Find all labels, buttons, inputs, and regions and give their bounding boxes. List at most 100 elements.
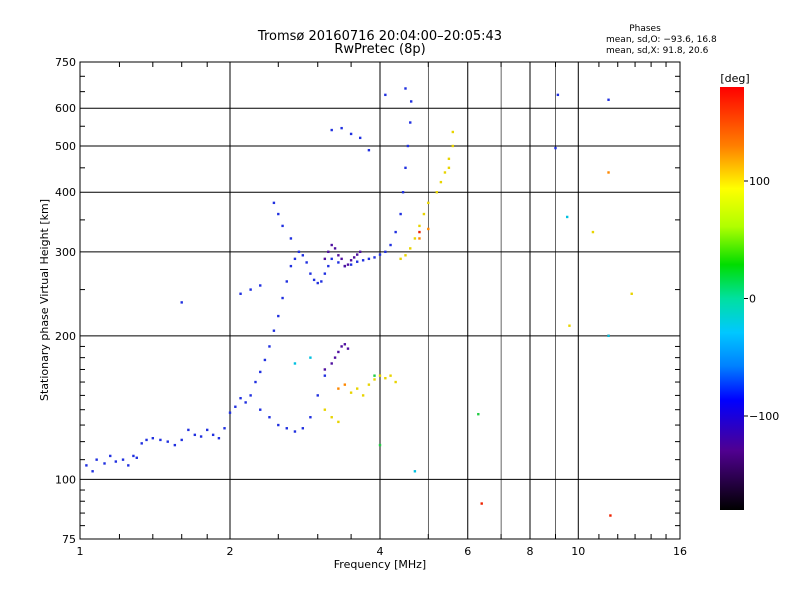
data-point	[327, 264, 330, 268]
data-point	[91, 470, 94, 473]
stats-line-x: mean, sd,X: 91.8, 20.6	[606, 46, 709, 56]
data-point	[607, 98, 610, 101]
data-point	[340, 345, 343, 348]
data-point	[367, 383, 371, 386]
data-point	[323, 272, 327, 275]
data-point	[268, 416, 271, 419]
data-point	[337, 261, 340, 264]
data-point	[301, 427, 305, 430]
data-point	[239, 396, 242, 400]
data-point	[320, 280, 323, 283]
data-point	[159, 438, 162, 442]
data-point	[305, 261, 308, 264]
data-point	[281, 296, 284, 300]
data-point	[361, 394, 365, 397]
data-point	[289, 264, 293, 268]
data-point	[378, 443, 382, 447]
data-point	[349, 259, 353, 262]
data-point	[323, 408, 327, 411]
data-point	[355, 260, 359, 263]
data-point	[272, 329, 276, 332]
data-point	[340, 257, 343, 261]
data-point	[263, 358, 267, 362]
data-point	[443, 171, 447, 174]
data-point	[435, 191, 438, 194]
data-point	[254, 380, 257, 384]
data-point	[151, 437, 155, 440]
data-point	[451, 130, 455, 134]
data-point	[330, 243, 333, 247]
data-point	[568, 324, 571, 327]
x-axis-ticks: 1 2 4 6 8 10 16	[77, 62, 687, 558]
data-point	[312, 278, 316, 282]
data-point	[447, 166, 451, 170]
colorbar-tick-label: 100	[749, 175, 770, 188]
data-point	[404, 166, 407, 170]
data-point	[399, 257, 402, 261]
data-point	[193, 433, 197, 437]
data-point	[234, 405, 237, 408]
data-point	[272, 201, 276, 205]
data-point	[358, 136, 362, 140]
data-point	[389, 243, 392, 247]
stats-line-o: mean, sd,O: −93.6, 16.8	[606, 35, 717, 45]
y-tick-label: 400	[55, 186, 76, 199]
data-point	[480, 502, 483, 505]
data-point	[346, 347, 350, 350]
y-tick-label: 500	[55, 140, 76, 153]
data-point	[337, 350, 340, 354]
data-point	[349, 132, 353, 136]
data-point	[114, 460, 118, 463]
data-point	[343, 264, 347, 268]
data-point	[127, 464, 130, 467]
data-point	[384, 376, 387, 380]
data-point	[349, 391, 353, 394]
data-point	[277, 314, 280, 318]
data-point	[333, 356, 337, 359]
plot-frame	[79, 61, 681, 540]
data-point	[607, 171, 610, 174]
data-point	[427, 201, 430, 205]
data-point	[384, 93, 387, 97]
data-point	[132, 454, 135, 458]
colorbar-tick-label: 0	[749, 293, 756, 306]
data-point	[378, 253, 382, 256]
data-point	[330, 416, 333, 419]
data-point	[394, 380, 397, 384]
data-point	[285, 280, 288, 283]
data-point	[293, 257, 297, 261]
data-point	[418, 224, 421, 228]
y-tick-label: 300	[55, 246, 76, 259]
data-point	[418, 230, 421, 234]
data-point	[378, 374, 382, 377]
colorbar-ticks: 100 0 −100	[744, 175, 779, 423]
data-point	[281, 224, 284, 228]
y-tick-label: 600	[55, 102, 76, 115]
x-tick-label: 4	[377, 545, 384, 558]
data-point	[285, 427, 288, 430]
y-tick-label: 100	[55, 473, 76, 486]
x-axis-label: Frequency [MHz]	[334, 558, 426, 571]
data-point	[309, 272, 312, 275]
data-point	[249, 288, 252, 291]
data-point	[309, 356, 312, 359]
data-point	[361, 259, 365, 262]
x-tick-label: 6	[464, 545, 471, 558]
data-point	[333, 247, 337, 250]
data-point	[330, 128, 333, 132]
data-point	[477, 412, 480, 416]
data-point	[337, 387, 340, 390]
x-tick-label: 2	[227, 545, 234, 558]
data-point	[358, 250, 362, 254]
data-point	[439, 180, 443, 184]
data-point	[259, 408, 262, 411]
data-point	[330, 257, 333, 261]
x-tick-label: 8	[527, 545, 534, 558]
data-point	[367, 257, 371, 261]
data-point	[85, 464, 88, 467]
data-point	[239, 292, 242, 295]
data-point	[340, 126, 343, 130]
data-point	[591, 230, 595, 234]
data-point	[607, 334, 610, 338]
data-point	[373, 378, 376, 381]
